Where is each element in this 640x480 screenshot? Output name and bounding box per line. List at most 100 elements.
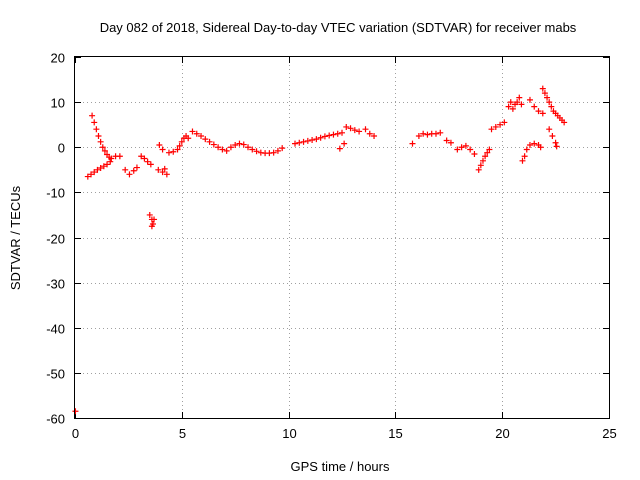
data-point	[516, 94, 523, 101]
data-point	[156, 141, 163, 148]
data-point	[133, 164, 140, 171]
data-point	[223, 147, 230, 154]
data-point	[249, 146, 256, 153]
data-point	[479, 157, 486, 164]
x-tick-label: 5	[179, 426, 186, 441]
data-point	[552, 139, 559, 146]
data-point	[537, 144, 544, 151]
data-point	[447, 139, 454, 146]
data-point	[424, 131, 431, 138]
data-point	[521, 153, 528, 160]
data-point	[91, 119, 98, 126]
data-point	[347, 125, 354, 132]
data-point	[95, 132, 102, 139]
data-point	[519, 157, 526, 164]
data-point	[146, 211, 153, 218]
data-point	[97, 165, 104, 172]
data-point	[437, 129, 444, 136]
data-point	[477, 162, 484, 169]
data-point	[151, 216, 158, 223]
data-point	[317, 134, 324, 141]
data-point	[141, 155, 148, 162]
data-point	[548, 103, 555, 110]
data-point	[99, 144, 106, 151]
data-point	[138, 153, 145, 160]
data-point	[126, 171, 133, 178]
data-point	[488, 126, 495, 133]
data-point	[232, 141, 239, 148]
y-tick-label: -40	[46, 322, 65, 337]
y-tick-label: 0	[58, 141, 65, 156]
data-point	[84, 173, 91, 180]
data-point	[531, 140, 538, 147]
data-point	[518, 101, 525, 108]
data-point	[176, 142, 183, 149]
axis-ticks: 0 5 10 15 20 25 -60 -50 -40 -30 -20 -10 0 10 20	[46, 51, 617, 442]
data-point	[497, 121, 504, 128]
data-point	[334, 130, 341, 137]
chart-title: Day 082 of 2018, Sidereal Day-to-day VTE…	[100, 20, 577, 35]
data-point	[163, 171, 170, 178]
data-point	[253, 148, 260, 155]
data-point	[341, 140, 348, 147]
data-point	[206, 138, 213, 145]
x-tick-label: 0	[72, 426, 79, 441]
data-point	[304, 137, 311, 144]
data-point	[501, 119, 508, 126]
data-point	[492, 123, 499, 130]
data-point	[443, 137, 450, 144]
data-point	[526, 96, 533, 103]
data-point	[174, 146, 181, 153]
data-point	[215, 144, 222, 151]
data-point	[313, 136, 320, 143]
data-point	[292, 140, 299, 147]
data-point	[94, 166, 101, 173]
data-point	[544, 94, 551, 101]
data-point	[122, 166, 129, 173]
data-point	[107, 158, 114, 165]
y-tick-label: -50	[46, 367, 65, 382]
data-point	[356, 128, 363, 135]
data-point	[170, 148, 177, 155]
data-point	[462, 142, 469, 149]
data-point	[245, 144, 252, 151]
data-point	[147, 161, 154, 168]
data-point	[240, 141, 247, 148]
data-point	[193, 130, 200, 137]
plot-frame	[74, 56, 610, 419]
data-point	[300, 138, 307, 145]
data-point	[553, 143, 560, 150]
data-point	[159, 146, 166, 153]
data-point	[88, 171, 95, 178]
data-series	[72, 85, 568, 415]
grid	[75, 57, 609, 418]
y-tick-label: 10	[51, 96, 65, 111]
data-point	[336, 145, 343, 152]
x-tick-label: 20	[495, 426, 509, 441]
data-point	[526, 141, 533, 148]
data-point	[458, 144, 465, 151]
data-point	[101, 147, 108, 154]
data-point	[531, 103, 538, 110]
data-point	[210, 141, 217, 148]
data-point	[523, 146, 530, 153]
y-tick-label: -20	[46, 232, 65, 247]
data-point	[165, 149, 172, 156]
data-point	[514, 99, 521, 106]
data-point	[539, 85, 546, 92]
data-point	[227, 144, 234, 151]
data-point	[561, 119, 568, 126]
x-axis-label: GPS time / hours	[291, 459, 390, 474]
data-point	[539, 110, 546, 117]
data-point	[366, 130, 373, 137]
data-point	[362, 126, 369, 133]
data-point	[236, 140, 243, 147]
data-point	[546, 126, 553, 133]
data-point	[471, 151, 478, 158]
data-point	[155, 166, 162, 173]
data-point	[321, 133, 328, 140]
data-point	[97, 138, 104, 145]
y-tick-label: -30	[46, 277, 65, 292]
data-point	[202, 136, 209, 143]
